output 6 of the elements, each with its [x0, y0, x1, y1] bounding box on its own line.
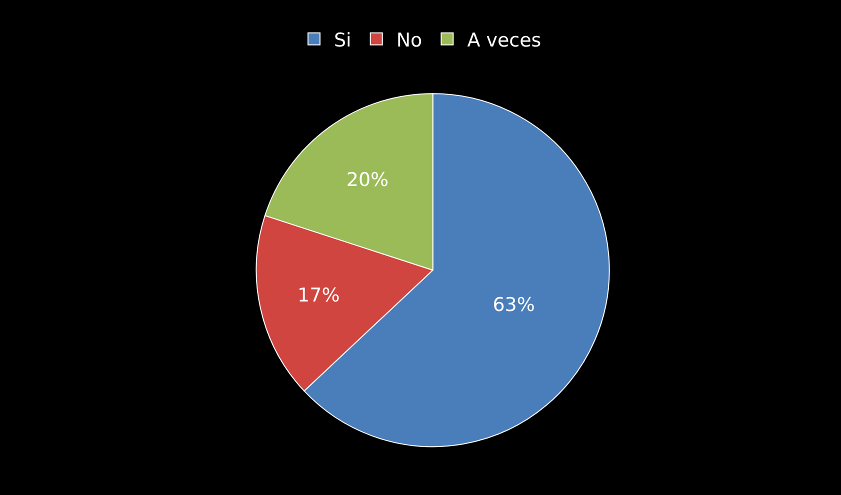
data-label: 20%: [346, 169, 389, 192]
legend-label: Si: [334, 29, 352, 52]
legend-label: No: [396, 29, 422, 52]
data-label: 63%: [492, 294, 535, 316]
data-label: 17%: [298, 284, 340, 307]
legend-label: A veces: [467, 29, 542, 52]
